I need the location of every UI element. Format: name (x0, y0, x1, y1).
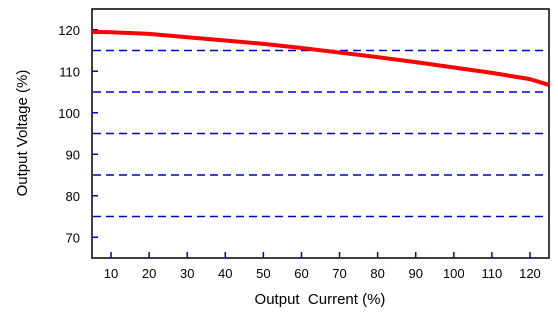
x-tick-label-10: 110 (482, 266, 503, 281)
series-line-0 (91, 29, 550, 87)
x-tick-label-4: 50 (256, 266, 270, 281)
y-tick-label-5: 120 (58, 23, 80, 38)
y-tick-label-3: 100 (58, 106, 80, 121)
x-tick-label-1: 20 (142, 266, 156, 281)
series-layer (91, 29, 550, 87)
x-tick-label-5: 60 (294, 266, 308, 281)
x-tick-layer: 10 20 30 40 50 60 70 80 90 100 110 120 (104, 252, 541, 281)
y-tick-label-1: 80 (66, 189, 80, 204)
y-tick-layer: 70 80 90 100 110 120 (58, 23, 98, 245)
y-tick-label-2: 90 (66, 147, 80, 162)
x-tick-label-2: 30 (180, 266, 194, 281)
x-tick-label-6: 70 (332, 266, 346, 281)
x-tick-label-7: 80 (370, 266, 384, 281)
x-tick-label-0: 10 (104, 266, 118, 281)
x-tick-label-11: 120 (519, 266, 541, 281)
x-tick-label-3: 40 (218, 266, 232, 281)
y-tick-label-0: 70 (66, 230, 80, 245)
x-tick-label-8: 90 (408, 266, 422, 281)
y-axis-title: Output Voltage (%) (14, 70, 31, 197)
x-tick-label-9: 100 (443, 266, 465, 281)
x-axis-title: Output Current (%) (255, 291, 386, 308)
y-tick-label-4: 110 (59, 64, 80, 79)
